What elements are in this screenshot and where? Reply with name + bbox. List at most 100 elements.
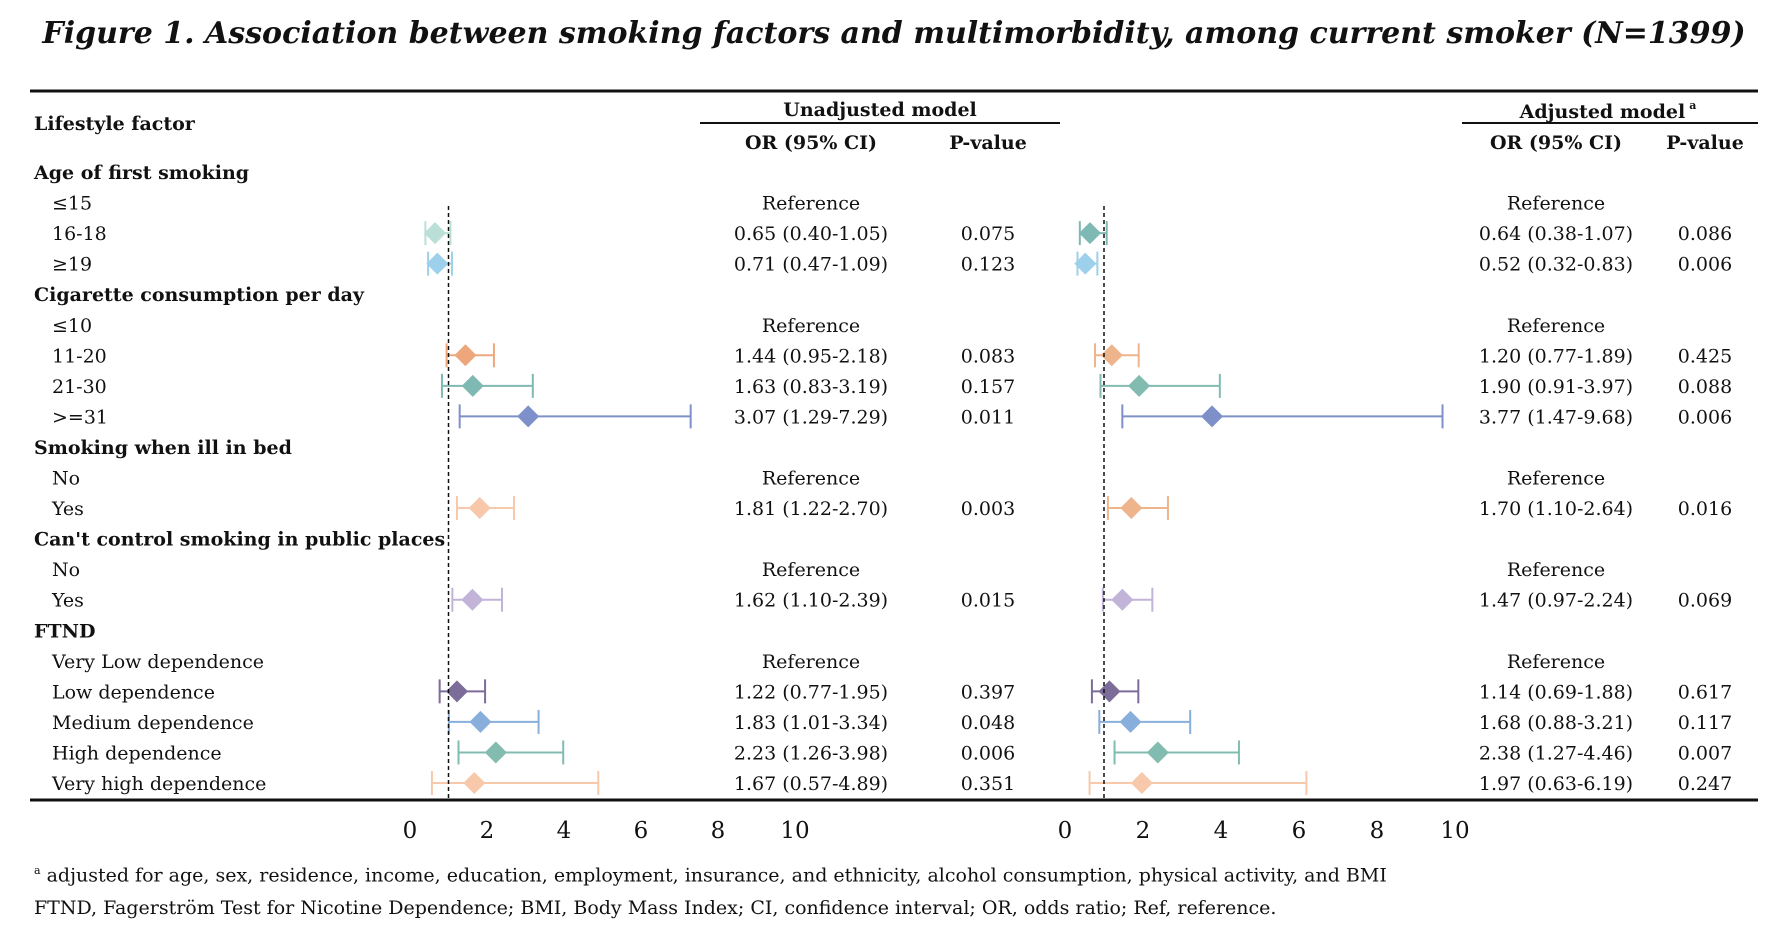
- adjusted-or-diamond: [1128, 374, 1151, 397]
- unadjusted-x-tick-label: 6: [634, 818, 649, 844]
- row-label: No: [52, 468, 80, 490]
- unadjusted-or-ci: Reference: [762, 193, 860, 215]
- adjusted-or-ci: Reference: [1507, 315, 1605, 337]
- adjusted-or-ci: 0.64 (0.38-1.07): [1479, 223, 1633, 245]
- row-label: 11-20: [52, 345, 107, 367]
- adjusted-or-ci: 1.20 (0.77-1.89): [1479, 345, 1633, 367]
- row-label: ≤15: [52, 193, 92, 215]
- adjusted-or-diamond: [1100, 344, 1123, 367]
- unadjusted-or-diamond: [468, 497, 491, 520]
- unadjusted-p-value: 0.006: [961, 742, 1015, 764]
- unadjusted-or-ci: 1.62 (1.10-2.39): [734, 590, 888, 612]
- adjusted-or-ci: 1.70 (1.10-2.64): [1479, 498, 1633, 520]
- unadjusted-or-ci: 1.44 (0.95-2.18): [734, 345, 888, 367]
- row-label: Yes: [51, 590, 84, 612]
- forest-marks: [424, 206, 1444, 800]
- unadjusted-or-diamond: [454, 344, 477, 367]
- adjusted-or-ci: 1.97 (0.63-6.19): [1479, 773, 1633, 795]
- footnote-sup: a: [34, 864, 41, 877]
- adjusted-p-value: 0.016: [1678, 498, 1732, 520]
- adjusted-or-ci: 2.38 (1.27-4.46): [1479, 742, 1633, 764]
- unadjusted-p-value: 0.015: [961, 590, 1015, 612]
- unadjusted-x-tick-label: 4: [557, 818, 572, 844]
- adjusted-or-ci: Reference: [1507, 651, 1605, 673]
- unadjusted-or-ci: 0.71 (0.47-1.09): [734, 254, 888, 276]
- adjusted-x-tick-label: 6: [1292, 818, 1307, 844]
- row-label: Low dependence: [52, 681, 215, 703]
- adjusted-or-ci: 1.90 (0.91-3.97): [1479, 376, 1633, 398]
- header-p-value-unadjusted: P-value: [949, 132, 1027, 154]
- header-or-ci-unadjusted: OR (95% CI): [745, 132, 877, 154]
- unadjusted-or-ci: 1.22 (0.77-1.95): [734, 681, 888, 703]
- header-adjusted-model: Adjusted model a: [1519, 99, 1697, 123]
- adjusted-p-value: 0.117: [1678, 712, 1732, 734]
- adjusted-x-tick-label: 10: [1440, 818, 1469, 844]
- unadjusted-x-tick-label: 8: [711, 818, 726, 844]
- adjusted-or-ci: Reference: [1507, 193, 1605, 215]
- x-axes: 0 2 4 6 8 10 0 2 4 6 8 10: [403, 818, 1470, 844]
- adjusted-or-diamond: [1120, 497, 1143, 520]
- adjusted-or-ci: 3.77 (1.47-9.68): [1479, 406, 1633, 428]
- adjusted-or-diamond: [1201, 405, 1224, 428]
- adjusted-p-value: 0.617: [1678, 681, 1732, 703]
- adjusted-or-diamond: [1111, 588, 1134, 611]
- unadjusted-p-value: 0.123: [961, 254, 1015, 276]
- row-label: >=31: [52, 406, 108, 428]
- row-label: No: [52, 559, 80, 581]
- unadjusted-or-diamond: [461, 588, 484, 611]
- unadjusted-or-diamond: [445, 680, 468, 703]
- section-label: Can't control smoking in public places: [34, 529, 445, 551]
- adjusted-or-diamond: [1146, 741, 1169, 764]
- adjusted-or-ci: Reference: [1507, 468, 1605, 490]
- header-or-ci-adjusted: OR (95% CI): [1490, 132, 1622, 154]
- unadjusted-or-ci: 1.83 (1.01-3.34): [734, 712, 888, 734]
- footnote-abbreviations: FTND, Fagerström Test for Nicotine Depen…: [34, 897, 1277, 919]
- adjusted-or-diamond: [1078, 222, 1101, 245]
- figure-title: Figure 1. Association between smoking fa…: [42, 16, 1746, 51]
- unadjusted-or-diamond: [424, 222, 447, 245]
- unadjusted-p-value: 0.157: [961, 376, 1015, 398]
- footnote-line-1: adjusted for age, sex, residence, income…: [46, 864, 1387, 887]
- unadjusted-or-ci: Reference: [762, 315, 860, 337]
- adjusted-or-ci: 1.68 (0.88-3.21): [1479, 712, 1633, 734]
- row-label: ≥19: [52, 254, 92, 276]
- row-label: High dependence: [52, 742, 222, 764]
- adjusted-x-tick-label: 4: [1214, 818, 1229, 844]
- adjusted-p-value: 0.247: [1678, 773, 1732, 795]
- unadjusted-or-ci: 0.65 (0.40-1.05): [734, 223, 888, 245]
- unadjusted-x-tick-label: 2: [480, 818, 495, 844]
- unadjusted-p-value: 0.083: [961, 345, 1015, 367]
- unadjusted-p-value: 0.397: [961, 681, 1015, 703]
- unadjusted-or-diamond: [426, 252, 449, 275]
- adjusted-or-ci: 1.14 (0.69-1.88): [1479, 681, 1633, 703]
- unadjusted-or-ci: 1.67 (0.57-4.89): [734, 773, 888, 795]
- header-unadjusted-model: Unadjusted model: [783, 99, 977, 121]
- unadjusted-or-diamond: [484, 741, 507, 764]
- adjusted-or-ci: 0.52 (0.32-0.83): [1479, 254, 1633, 276]
- adjusted-p-value: 0.088: [1678, 376, 1732, 398]
- row-label: 21-30: [52, 376, 107, 398]
- row-label: 16-18: [52, 223, 107, 245]
- unadjusted-p-value: 0.003: [961, 498, 1015, 520]
- adjusted-x-tick-label: 2: [1136, 818, 1151, 844]
- header-adjusted-model-sup: a: [1689, 99, 1696, 112]
- adjusted-p-value: 0.007: [1678, 742, 1732, 764]
- unadjusted-or-ci: Reference: [762, 559, 860, 581]
- adjusted-p-value: 0.006: [1678, 406, 1732, 428]
- unadjusted-or-diamond: [463, 772, 486, 794]
- row-label: ≤10: [52, 315, 92, 337]
- unadjusted-or-ci: Reference: [762, 651, 860, 673]
- unadjusted-or-diamond: [461, 374, 484, 397]
- adjusted-or-ci: Reference: [1507, 559, 1605, 581]
- adjusted-x-tick-label: 0: [1058, 818, 1073, 844]
- unadjusted-x-tick-label: 0: [403, 818, 418, 844]
- adjusted-x-tick-label: 8: [1370, 818, 1385, 844]
- table-rows: Age of first smoking ≤15 Reference Referenc…: [33, 162, 1732, 795]
- row-label: Very high dependence: [51, 773, 266, 795]
- section-label: Age of first smoking: [33, 162, 249, 184]
- section-label: Smoking when ill in bed: [34, 437, 292, 459]
- header-p-value-adjusted: P-value: [1666, 132, 1744, 154]
- unadjusted-p-value: 0.075: [961, 223, 1015, 245]
- row-label: Medium dependence: [52, 712, 254, 734]
